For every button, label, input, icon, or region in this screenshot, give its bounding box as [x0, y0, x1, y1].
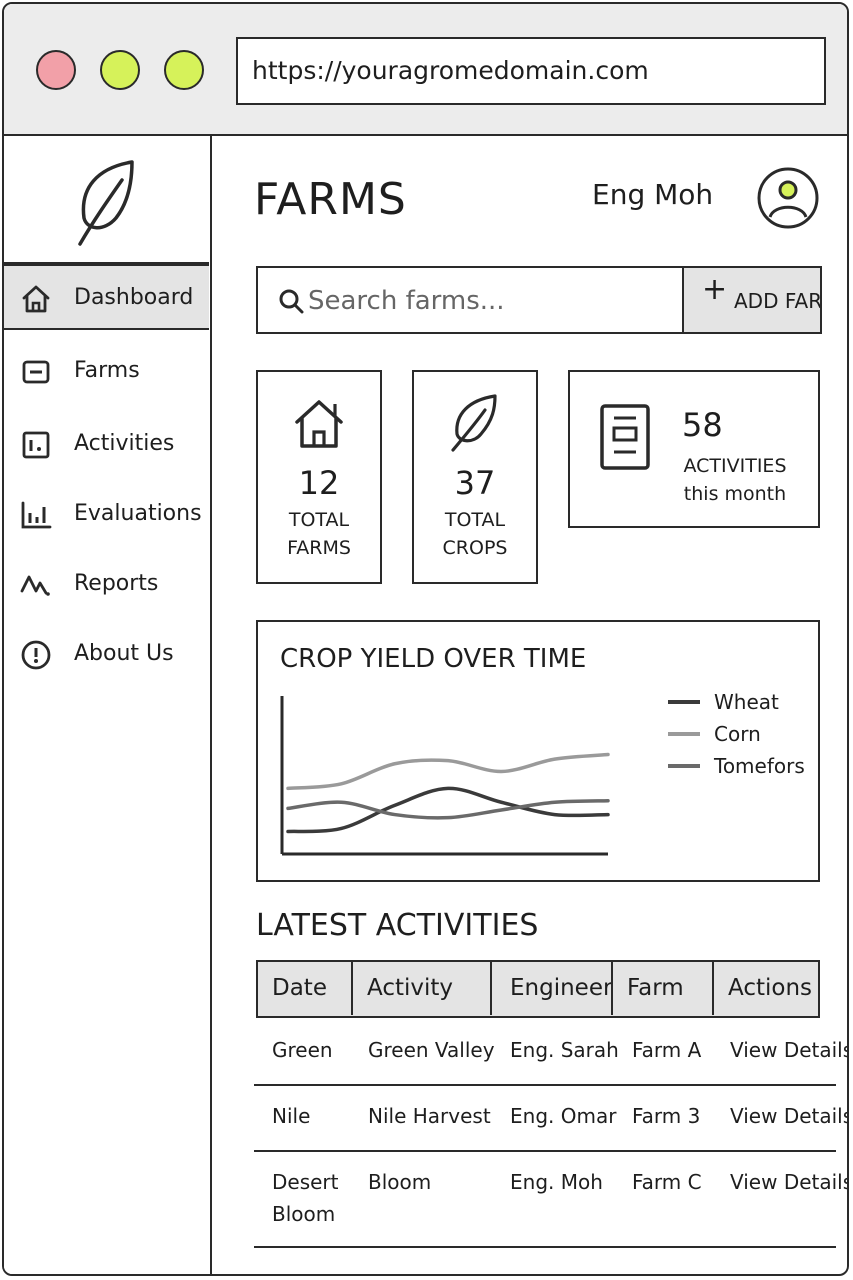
cell-engineer: Eng. Omar — [510, 1104, 617, 1128]
minimize-window-dot[interactable] — [100, 50, 140, 90]
view-details-link[interactable]: View Details — [730, 1104, 849, 1128]
home-icon — [22, 285, 50, 313]
user-avatar-icon[interactable] — [756, 166, 820, 230]
sidebar-item-label: Dashboard — [74, 285, 194, 310]
cell-date: Nile — [272, 1104, 311, 1128]
info-icon — [21, 640, 51, 670]
column-header-activity[interactable]: Activity — [351, 962, 490, 1015]
stat-caption: ACTIVITIES — [683, 455, 787, 477]
view-details-link[interactable]: View Details — [730, 1170, 849, 1194]
maximize-window-dot[interactable] — [164, 50, 204, 90]
sidebar: Dashboard Farms Activities — [4, 136, 212, 1274]
sidebar-item-activities[interactable]: Activities — [4, 412, 209, 478]
sidebar-item-label: Farms — [74, 358, 140, 383]
cell-date: Desert — [272, 1170, 339, 1194]
cell-date: Green — [272, 1038, 333, 1062]
user-name: Eng Moh — [592, 178, 714, 211]
page-title: FARMS — [254, 174, 407, 225]
cell-engineer: Eng. Sarah — [510, 1038, 619, 1062]
series-line-wheat — [286, 786, 610, 834]
activities-icon — [22, 431, 50, 459]
search-bar — [256, 266, 684, 334]
series-line-tomefors — [286, 798, 610, 820]
stat-caption: TOTAL — [288, 509, 350, 531]
stat-value: 12 — [298, 464, 340, 502]
sidebar-item-reports[interactable]: Reports — [4, 552, 209, 618]
legend-label: Tomefors — [713, 754, 805, 778]
stat-value: 37 — [454, 464, 496, 502]
cell-activity: Nile Harvest — [368, 1104, 491, 1128]
sidebar-item-about-us[interactable]: About Us — [4, 622, 209, 688]
column-header-actions[interactable]: Actions — [712, 962, 817, 1015]
sidebar-item-label: Activities — [74, 431, 175, 456]
browser-chrome: https://youragromedomain.com — [4, 4, 847, 136]
cell-farm: Farm 3 — [632, 1104, 701, 1128]
sidebar-item-farms[interactable]: Farms — [4, 339, 209, 405]
sidebar-item-label: About Us — [74, 641, 174, 666]
legend-label: Corn — [714, 722, 761, 746]
legend-label: Wheat — [714, 690, 779, 714]
cell-engineer: Eng. Moh — [510, 1170, 603, 1194]
chart-plot: Wheat Corn Tomefors — [280, 690, 805, 856]
total-farms-card: 12 TOTAL FARMS — [256, 370, 382, 584]
main-content: FARMS Eng Moh + ADD FARM 12 — [214, 136, 847, 1274]
add-farm-button[interactable]: + ADD FARM — [682, 266, 822, 334]
stat-value: 58 — [682, 406, 723, 444]
leaf-icon — [78, 160, 134, 246]
sidebar-item-label: Evaluations — [74, 501, 202, 526]
series-line-corn — [286, 752, 610, 791]
column-header-date[interactable]: Date — [272, 975, 327, 1001]
stat-caption: CROPS — [442, 537, 508, 559]
latest-activities-title: LATEST ACTIVITIES — [256, 908, 539, 943]
plus-icon: + — [702, 272, 728, 307]
add-farm-label: ADD FARM — [734, 289, 822, 313]
cell-farm: Farm C — [632, 1170, 702, 1194]
cell-activity: Green Valley — [368, 1038, 495, 1062]
sidebar-item-dashboard[interactable]: Dashboard — [4, 264, 209, 330]
view-details-link[interactable]: View Details — [730, 1038, 849, 1062]
table-row: Green Green Valley Eng. Sarah Farm A Vie… — [254, 1018, 847, 1086]
stat-caption: TOTAL — [444, 509, 506, 531]
search-icon — [279, 289, 304, 314]
address-bar[interactable]: https://youragromedomain.com — [236, 37, 826, 105]
column-header-farm[interactable]: Farm — [611, 962, 712, 1015]
chart-title: CROP YIELD OVER TIME — [280, 644, 587, 674]
cell-date-line2: Bloom — [272, 1202, 336, 1226]
total-crops-card: 37 TOTAL CROPS — [412, 370, 538, 584]
table-row: Nile Nile Harvest Eng. Omar Farm 3 View … — [254, 1086, 847, 1152]
close-window-dot[interactable] — [36, 50, 76, 90]
search-input[interactable] — [306, 276, 670, 326]
sidebar-item-label: Reports — [74, 571, 159, 596]
crop-yield-chart: CROP YIELD OVER TIME Wheat Corn Tomefors — [256, 620, 820, 882]
pulse-icon — [20, 575, 50, 596]
column-header-engineer[interactable]: Engineer — [490, 962, 611, 1015]
stat-caption: this month — [683, 483, 787, 505]
cell-farm: Farm A — [632, 1038, 702, 1062]
stat-caption: FARMS — [287, 537, 351, 559]
house-icon — [295, 400, 343, 448]
sidebar-item-evaluations[interactable]: Evaluations — [4, 482, 209, 548]
logo — [4, 136, 209, 264]
table-row: Desert Bloom Bloom Eng. Moh Farm C View … — [254, 1152, 847, 1248]
leaf-icon — [451, 394, 497, 452]
document-icon — [600, 404, 650, 470]
bar-chart-icon — [21, 501, 52, 529]
cell-activity: Bloom — [368, 1170, 432, 1194]
farms-icon — [22, 360, 50, 384]
activities-card: 58 ACTIVITIES this month — [568, 370, 820, 528]
table-header: Date Activity Engineer Farm Actions — [256, 960, 820, 1018]
